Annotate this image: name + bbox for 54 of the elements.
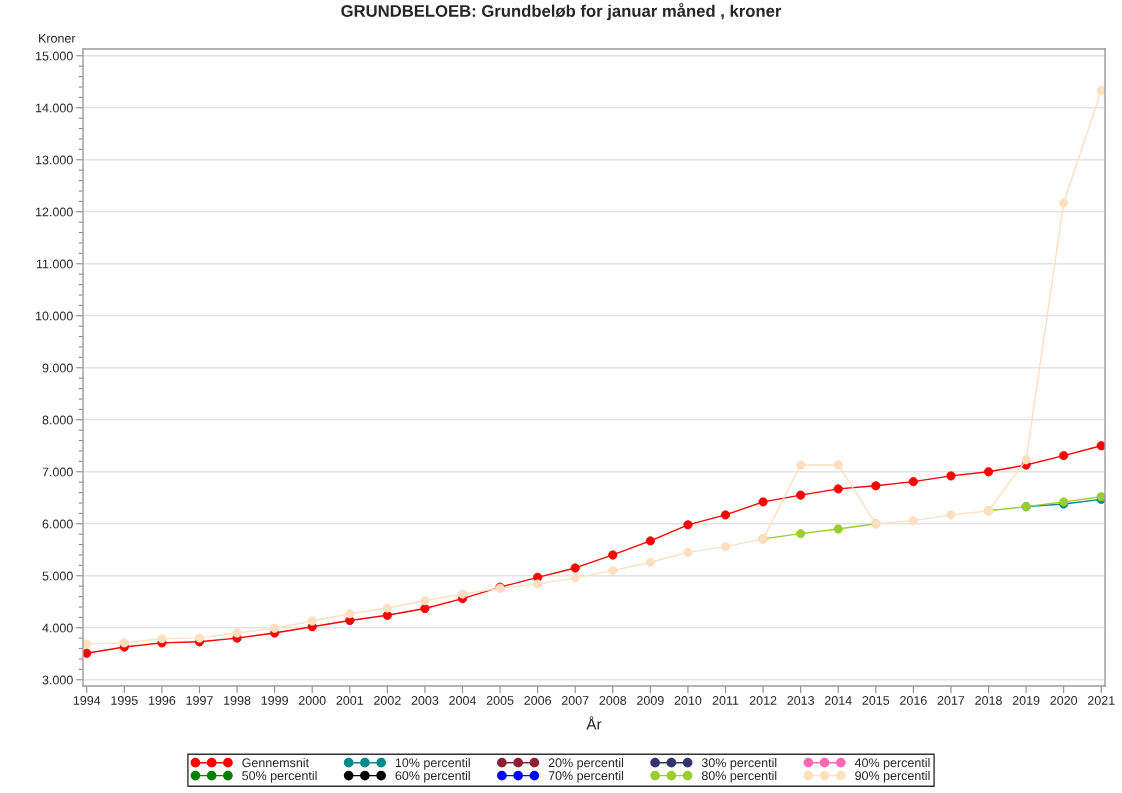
x-tick-label: 2007 [561, 696, 589, 705]
x-tick-label: 2010 [674, 696, 702, 705]
y-tick-label: 8.000 [42, 415, 73, 425]
legend-label: 60% percentil [395, 770, 470, 783]
x-tick-label: 1994 [73, 696, 101, 705]
x-tick-label: 2015 [862, 696, 890, 705]
x-tick-label: 2014 [824, 696, 852, 705]
y-tick-label: 5.000 [42, 571, 73, 581]
x-tick-label: 2020 [1050, 696, 1078, 705]
legend-label: 40% percentil [854, 758, 930, 770]
x-tick-label: 1998 [224, 696, 251, 705]
x-tick-label: 1997 [186, 696, 213, 705]
x-tick-label: 2012 [749, 696, 777, 705]
x-tick-label: 2004 [449, 696, 477, 705]
legend-label: Gennemsnit [242, 758, 309, 768]
x-axis-title: År [586, 716, 602, 730]
x-tick-label: 2011 [712, 696, 739, 705]
y-tick-label: 15.000 [36, 51, 73, 61]
x-tick-label: 2009 [637, 696, 664, 705]
x-tick-label: 2017 [937, 696, 965, 705]
legend-label: 20% percentil [548, 758, 624, 770]
x-tick-label: 2013 [787, 696, 815, 705]
x-tick-label: 2006 [524, 696, 551, 705]
y-tick-label: 9.000 [42, 363, 73, 373]
y-tick-label: 11.000 [36, 259, 73, 269]
y-tick-label: 7.000 [42, 467, 73, 477]
x-tick-label: 2019 [1012, 696, 1040, 705]
y-tick-label: 4.000 [42, 623, 73, 633]
y-tick-label: 3.000 [42, 675, 73, 685]
x-tick-label: 1999 [261, 696, 288, 705]
x-tick-label: 2008 [599, 696, 627, 705]
legend-label: 30% percentil [701, 758, 777, 770]
x-tick-label: 2002 [374, 696, 401, 705]
legend-label: 70% percentil [548, 770, 624, 783]
x-tick-label: 2016 [900, 696, 927, 705]
legend-label: 90% percentil [855, 770, 930, 783]
x-tick-label: 1996 [148, 696, 176, 705]
y-axis-title: Kroner [39, 33, 76, 43]
y-tick-label: 12.000 [36, 207, 73, 217]
x-tick-label: 1995 [111, 696, 138, 705]
legend-label: 50% percentil [242, 770, 317, 783]
x-tick-label: 2001 [336, 696, 364, 705]
legend-label: 80% percentil [701, 770, 777, 783]
legend-label: 10% percentil [395, 758, 470, 770]
x-tick-label: 2000 [298, 696, 326, 705]
x-tick-label: 2003 [411, 696, 439, 705]
x-tick-label: 2021 [1087, 696, 1115, 705]
y-tick-label: 6.000 [42, 519, 73, 529]
y-tick-label: 13.000 [36, 155, 73, 165]
x-tick-label: 2018 [975, 696, 1002, 705]
x-tick-label: 2005 [486, 696, 514, 705]
y-tick-label: 10.000 [36, 311, 73, 321]
y-tick-label: 14.000 [36, 103, 73, 113]
chart-title: GRUNDBELOEB: Grundbeløb for januar måned , kroner [341, 3, 782, 21]
